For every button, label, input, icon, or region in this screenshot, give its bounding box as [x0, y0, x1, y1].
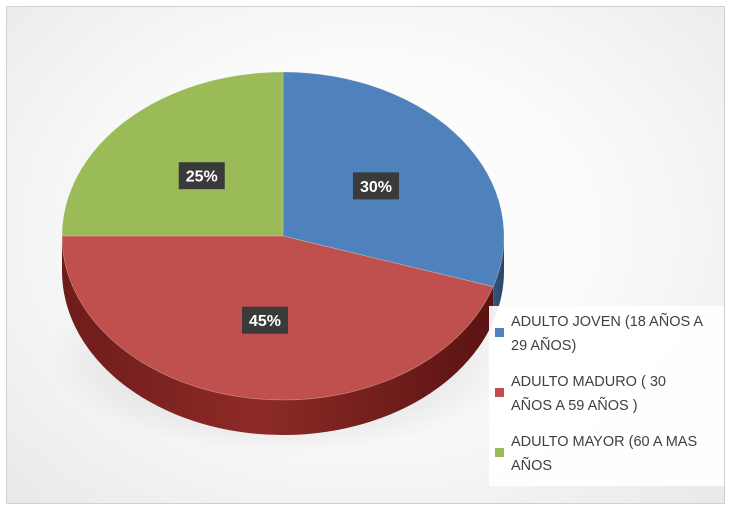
legend-label-adulto-maduro-line2: AÑOS A 59 AÑOS ) [511, 398, 638, 414]
data-label-adulto-maduro: 45% [242, 306, 289, 334]
pie-slice-adulto-mayor [61, 71, 284, 237]
legend-label-adulto-joven-line2: 29 AÑOS) [511, 338, 577, 354]
pie-side-adulto-joven [493, 236, 504, 322]
pie-top [61, 71, 505, 401]
legend: ADULTO JOVEN (18 AÑOS A 29 AÑOS) ADULTO … [489, 306, 724, 486]
legend-label-adulto-mayor-line2: AÑOS [511, 458, 553, 474]
data-label-adulto-joven: 30% [352, 172, 399, 200]
legend-swatch-adulto-maduro [495, 388, 504, 397]
data-label-box-adulto-mayor [178, 162, 225, 190]
data-label-text-adulto-maduro: 45% [249, 313, 281, 330]
legend-label-adulto-mayor-line1: ADULTO MAYOR (60 A MAS [511, 434, 698, 450]
legend-label-adulto-joven-line1: ADULTO JOVEN (18 AÑOS A [511, 314, 704, 330]
data-label-text-adulto-mayor: 25% [186, 169, 218, 186]
pie-side-adulto-maduro [62, 236, 494, 435]
pie-labels: 30% 45% 25% [178, 162, 399, 334]
chart-area: 30% 45% 25% ADULTO JOVEN (18 AÑOS A 29 AÑO… [6, 6, 725, 504]
data-label-box-adulto-maduro [242, 306, 289, 334]
legend-label-adulto-maduro-line1: ADULTO MADURO ( 30 [511, 374, 666, 390]
data-label-adulto-mayor: 25% [178, 162, 225, 190]
legend-swatch-adulto-joven [495, 328, 504, 337]
legend-swatch-adulto-mayor [495, 448, 504, 457]
pie-depth [62, 236, 504, 435]
data-label-box-adulto-joven [352, 172, 399, 200]
data-label-text-adulto-joven: 30% [360, 179, 392, 196]
pie-chart: 30% 45% 25% [49, 71, 529, 452]
